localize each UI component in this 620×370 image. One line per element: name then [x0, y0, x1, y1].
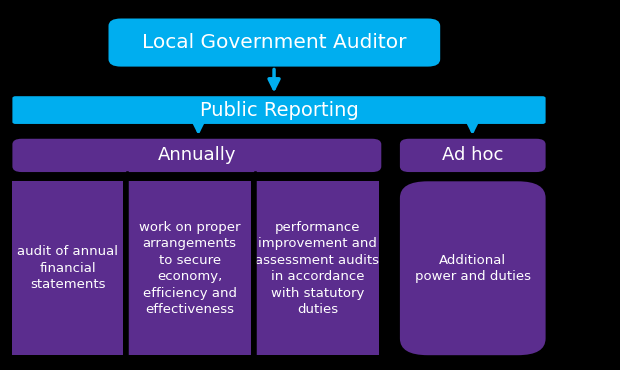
Text: Public Reporting: Public Reporting — [200, 101, 358, 120]
Text: work on proper
arrangements
to secure
economy,
efficiency and
effectiveness: work on proper arrangements to secure ec… — [139, 221, 241, 316]
Text: Local Government Auditor: Local Government Auditor — [142, 33, 407, 52]
Text: audit of annual
financial
statements: audit of annual financial statements — [17, 245, 118, 291]
FancyBboxPatch shape — [12, 181, 123, 355]
Text: Additional
power and duties: Additional power and duties — [415, 253, 531, 283]
FancyBboxPatch shape — [12, 139, 381, 172]
FancyBboxPatch shape — [12, 96, 546, 124]
FancyBboxPatch shape — [256, 181, 379, 355]
Text: Annually: Annually — [157, 147, 236, 164]
FancyBboxPatch shape — [400, 139, 546, 172]
FancyBboxPatch shape — [400, 181, 546, 355]
FancyBboxPatch shape — [128, 181, 251, 355]
Text: performance
improvement and
assessment audits
in accordance
with statutory
dutie: performance improvement and assessment a… — [255, 221, 379, 316]
FancyBboxPatch shape — [108, 18, 440, 67]
Text: Ad hoc: Ad hoc — [442, 147, 503, 164]
